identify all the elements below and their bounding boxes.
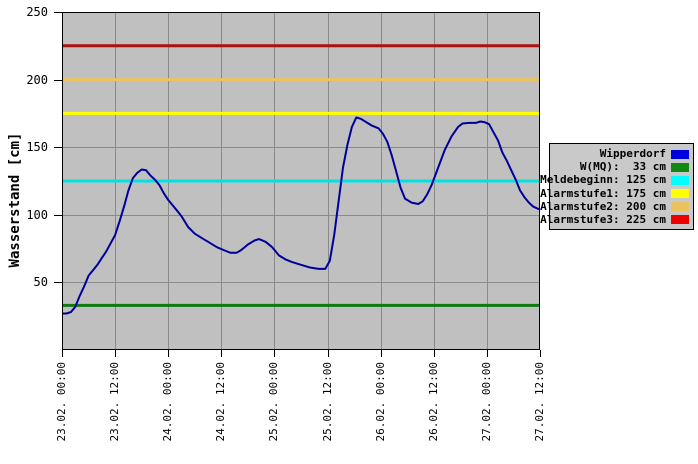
legend-swatch bbox=[671, 189, 689, 199]
series-line-wipperdorf bbox=[62, 116, 541, 315]
x-tick-label: 27.02. 00:00 bbox=[479, 362, 493, 442]
x-tick-label: 24.02. 12:00 bbox=[214, 362, 228, 442]
x-tick-label: 26.02. 00:00 bbox=[373, 362, 387, 442]
threshold-lines bbox=[62, 44, 540, 307]
legend-label: Alarmstufe1: 175 cm bbox=[540, 186, 666, 200]
legend-swatch bbox=[671, 162, 689, 172]
legend-label: Wipperdorf bbox=[599, 147, 666, 160]
x-tick-label: 24.02. 00:00 bbox=[161, 362, 175, 442]
legend-row: Meldebeginn: 125 cm bbox=[540, 174, 689, 186]
legend-row: Wipperdorf bbox=[554, 148, 689, 160]
y-tick-label: 50 bbox=[33, 275, 48, 290]
axis-ticks bbox=[54, 12, 541, 357]
legend-label: Alarmstufe3: 225 cm bbox=[540, 212, 666, 226]
legend-label: Meldebeginn: 125 cm bbox=[540, 173, 666, 187]
y-tick-label: 250 bbox=[26, 5, 48, 19]
legend-row: Alarmstufe2: 200 cm bbox=[540, 200, 689, 213]
legend-label: W(MQ): 33 cm bbox=[579, 160, 666, 174]
legend-swatch bbox=[671, 215, 689, 225]
legend-box: Wipperdorf W(MQ): 33 cm Meldebeginn: 125 c… bbox=[540, 143, 694, 230]
legend-row: Alarmstufe1: 175 cm bbox=[540, 187, 689, 200]
legend-row: W(MQ): 33 cm bbox=[554, 161, 689, 173]
x-tick-label: 25.02. 12:00 bbox=[320, 362, 334, 442]
legend-swatch bbox=[671, 175, 689, 185]
legend-row: Alarmstufe3: 225 cm bbox=[540, 213, 689, 226]
y-tick-label: 150 bbox=[26, 140, 48, 155]
legend-swatch bbox=[671, 202, 689, 212]
legend-label: Alarmstufe2: 200 cm bbox=[540, 199, 666, 213]
x-tick-label: 26.02. 12:00 bbox=[426, 362, 440, 442]
x-tick-label: 23.02. 12:00 bbox=[108, 362, 122, 442]
x-tick-label: 25.02. 00:00 bbox=[267, 362, 281, 442]
x-tick-label: 23.02. 00:00 bbox=[55, 362, 68, 442]
plot-border bbox=[62, 12, 540, 350]
y-tick-label: 200 bbox=[26, 72, 48, 87]
x-tick-label: 27.02. 12:00 bbox=[533, 362, 546, 442]
y-tick-label: 100 bbox=[26, 207, 48, 222]
legend-swatch bbox=[671, 149, 689, 159]
